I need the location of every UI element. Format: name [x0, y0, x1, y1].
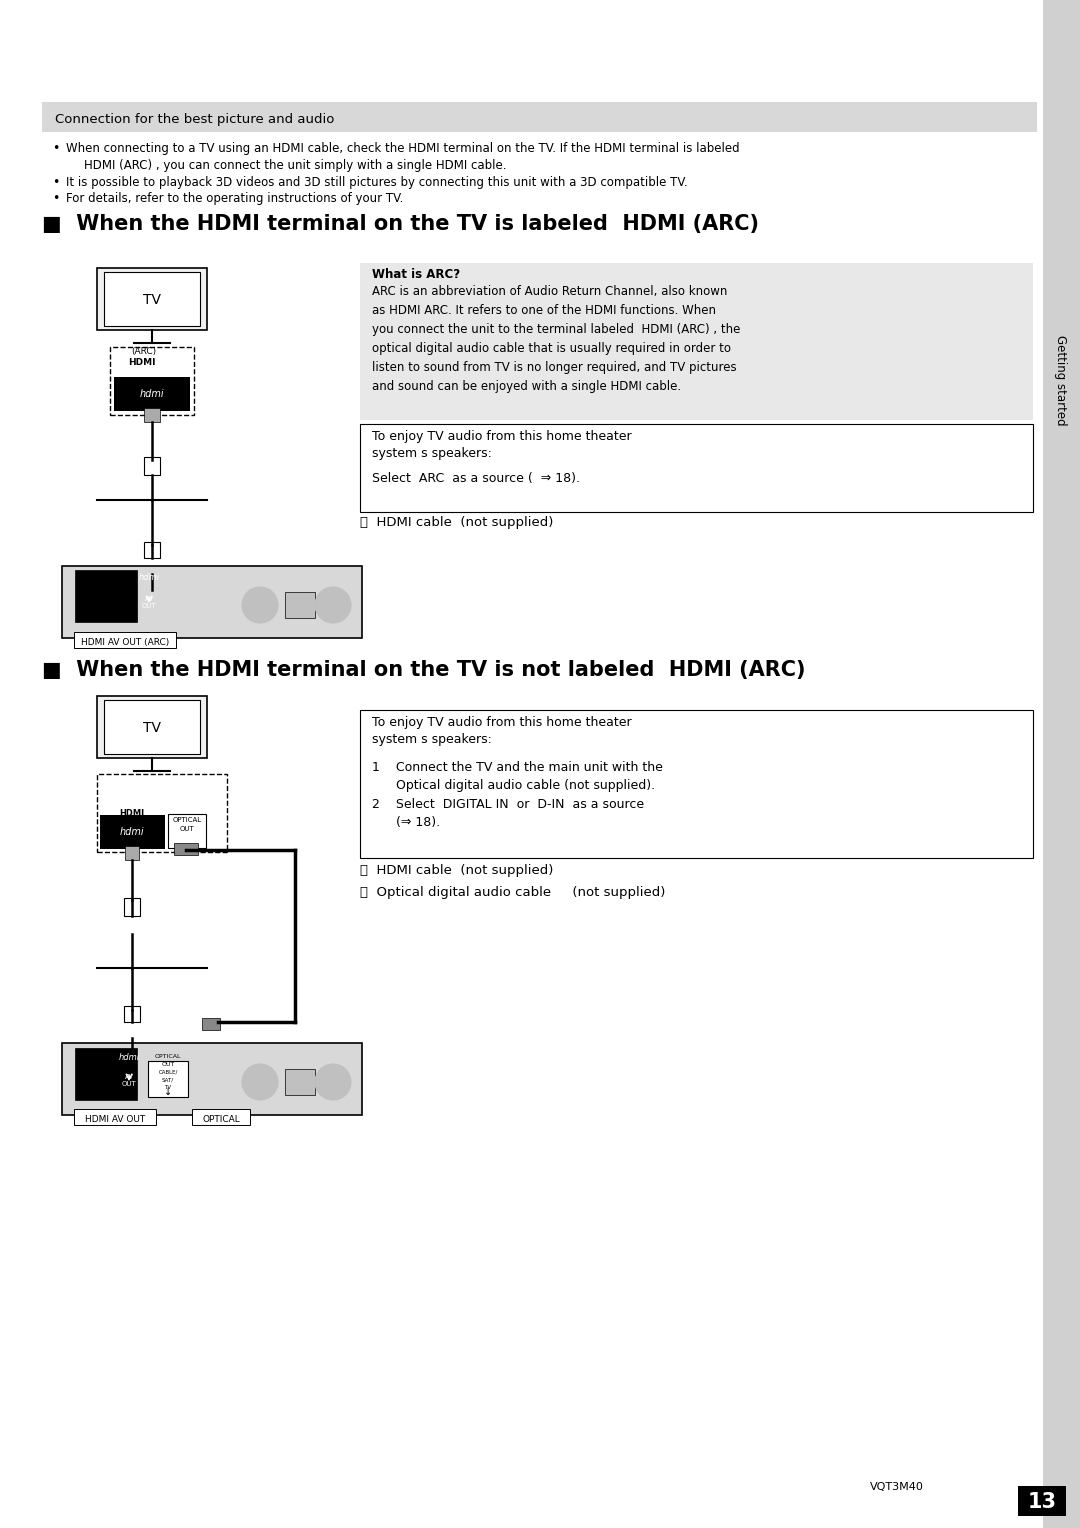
- Bar: [124, 898, 140, 915]
- FancyBboxPatch shape: [1043, 490, 1080, 649]
- Text: SAT/: SAT/: [162, 1077, 174, 1083]
- Circle shape: [242, 587, 278, 623]
- Text: as HDMI ARC. It refers to one of the HDMI functions. When: as HDMI ARC. It refers to one of the HDM…: [372, 304, 716, 316]
- Bar: [192, 1109, 249, 1125]
- Text: Optical digital audio cable (not supplied).: Optical digital audio cable (not supplie…: [372, 779, 656, 792]
- Text: Connection for the best picture and audio: Connection for the best picture and audi…: [55, 113, 335, 127]
- Text: system s speakers:: system s speakers:: [372, 448, 491, 460]
- Text: HDMI: HDMI: [120, 808, 145, 817]
- Text: you connect the unit to the terminal labeled  HDMI (ARC) , the: you connect the unit to the terminal lab…: [372, 322, 741, 336]
- Text: (ARC): (ARC): [132, 347, 157, 356]
- Circle shape: [242, 1063, 278, 1100]
- Text: ■  When the HDMI terminal on the TV is labeled  HDMI (ARC): ■ When the HDMI terminal on the TV is la…: [42, 214, 759, 234]
- Bar: [62, 565, 362, 639]
- Bar: [285, 1070, 315, 1096]
- Bar: [144, 408, 160, 422]
- Text: 13: 13: [1027, 1491, 1056, 1513]
- Bar: [104, 272, 200, 325]
- Text: (⇒ 18).: (⇒ 18).: [372, 816, 441, 830]
- Text: Ⓑ  Optical digital audio cable     (not supplied): Ⓑ Optical digital audio cable (not suppl…: [360, 886, 665, 898]
- Bar: [285, 591, 315, 617]
- Bar: [144, 542, 160, 558]
- Text: OPTICAL: OPTICAL: [154, 1054, 181, 1059]
- Bar: [1043, 0, 1080, 1528]
- Text: HDMI (ARC) , you can connect the unit simply with a single HDMI cable.: HDMI (ARC) , you can connect the unit si…: [84, 159, 507, 173]
- Bar: [124, 1005, 140, 1022]
- Bar: [360, 263, 1032, 420]
- Text: hdmi: hdmi: [120, 827, 145, 837]
- Bar: [1018, 1487, 1066, 1516]
- Text: 2    Select  DIGITAL IN  or  D-IN  as a source: 2 Select DIGITAL IN or D-IN as a source: [372, 798, 644, 811]
- Text: OPTICAL: OPTICAL: [173, 817, 202, 824]
- Text: •: •: [52, 142, 59, 154]
- Circle shape: [315, 1063, 351, 1100]
- Text: OUT: OUT: [161, 1062, 175, 1067]
- Text: hdmi: hdmi: [119, 1053, 139, 1062]
- Text: HDMI: HDMI: [129, 358, 156, 367]
- Bar: [360, 423, 1032, 512]
- Text: What is ARC?: What is ARC?: [372, 267, 460, 281]
- Text: TV: TV: [164, 1085, 172, 1089]
- Bar: [75, 1048, 137, 1100]
- Text: listen to sound from TV is no longer required, and TV pictures: listen to sound from TV is no longer req…: [372, 361, 737, 374]
- Text: CABLE/: CABLE/: [159, 1070, 178, 1076]
- Bar: [168, 814, 206, 848]
- Bar: [360, 711, 1032, 859]
- Text: To enjoy TV audio from this home theater: To enjoy TV audio from this home theater: [372, 429, 632, 443]
- Bar: [97, 775, 227, 853]
- Bar: [148, 1060, 188, 1097]
- Bar: [42, 102, 1037, 131]
- Text: AV
OUT: AV OUT: [122, 1074, 136, 1086]
- Text: hdmi: hdmi: [138, 573, 160, 582]
- Bar: [174, 843, 198, 856]
- Text: AV
OUT: AV OUT: [141, 596, 157, 610]
- Text: •: •: [52, 176, 59, 189]
- Text: TV: TV: [143, 721, 161, 735]
- Bar: [110, 347, 194, 416]
- Text: system s speakers:: system s speakers:: [372, 733, 491, 746]
- Text: HDMI AV OUT (ARC): HDMI AV OUT (ARC): [81, 637, 170, 646]
- Text: HDMI AV OUT: HDMI AV OUT: [85, 1114, 145, 1123]
- Text: hdmi: hdmi: [139, 390, 164, 399]
- Text: ■  When the HDMI terminal on the TV is not labeled  HDMI (ARC): ■ When the HDMI terminal on the TV is no…: [42, 660, 806, 680]
- Bar: [97, 267, 207, 330]
- Text: ↓: ↓: [164, 1086, 172, 1097]
- Bar: [75, 1109, 156, 1125]
- Text: It is possible to playback 3D videos and 3D still pictures by connecting this un: It is possible to playback 3D videos and…: [66, 176, 688, 189]
- Bar: [144, 457, 160, 475]
- Bar: [75, 570, 137, 622]
- Text: ARC is an abbreviation of Audio Return Channel, also known: ARC is an abbreviation of Audio Return C…: [372, 286, 727, 298]
- Text: Ⓐ  HDMI cable  (not supplied): Ⓐ HDMI cable (not supplied): [360, 863, 553, 877]
- Text: optical digital audio cable that is usually required in order to: optical digital audio cable that is usua…: [372, 342, 731, 354]
- Text: OUT: OUT: [179, 827, 194, 833]
- Bar: [100, 814, 165, 850]
- Text: Ⓐ  HDMI cable  (not supplied): Ⓐ HDMI cable (not supplied): [360, 516, 553, 529]
- Text: For details, refer to the operating instructions of your TV.: For details, refer to the operating inst…: [66, 193, 403, 205]
- Text: When connecting to a TV using an HDMI cable, check the HDMI terminal on the TV. : When connecting to a TV using an HDMI ca…: [66, 142, 740, 154]
- Text: •: •: [52, 193, 59, 205]
- Bar: [62, 1044, 362, 1115]
- Text: TV: TV: [143, 293, 161, 307]
- Circle shape: [315, 587, 351, 623]
- Text: Getting started: Getting started: [1054, 335, 1067, 425]
- Text: VQT3M40: VQT3M40: [870, 1482, 923, 1491]
- Text: OPTICAL: OPTICAL: [202, 1114, 240, 1123]
- Text: Select  ARC  as a source (  ⇒ 18).: Select ARC as a source ( ⇒ 18).: [372, 472, 580, 484]
- Bar: [75, 633, 176, 648]
- Bar: [114, 377, 190, 411]
- Bar: [125, 847, 139, 860]
- Bar: [202, 1018, 220, 1030]
- Text: 1    Connect the TV and the main unit with the: 1 Connect the TV and the main unit with …: [372, 761, 663, 775]
- Text: To enjoy TV audio from this home theater: To enjoy TV audio from this home theater: [372, 717, 632, 729]
- Text: and sound can be enjoyed with a single HDMI cable.: and sound can be enjoyed with a single H…: [372, 380, 681, 393]
- Bar: [97, 695, 207, 758]
- Bar: [104, 700, 200, 753]
